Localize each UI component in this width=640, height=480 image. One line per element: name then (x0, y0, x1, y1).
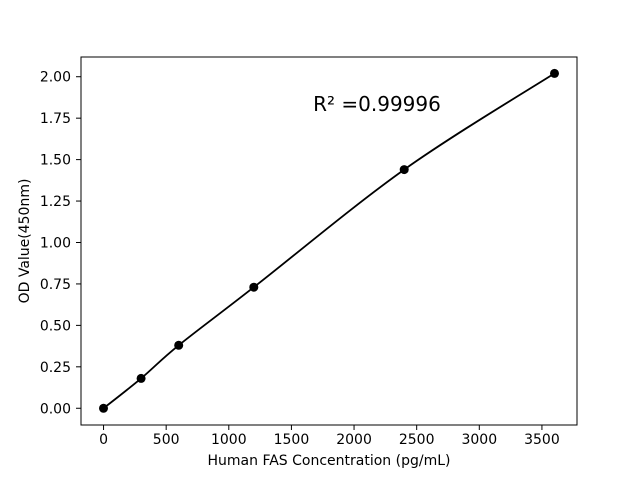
y-tick-label: 1.00 (40, 235, 71, 251)
y-tick-label: 0.50 (40, 318, 71, 334)
fit-curve (102, 72, 555, 410)
x-tick-label: 1000 (211, 432, 247, 448)
x-tick-label: 500 (153, 432, 180, 448)
data-point (249, 282, 259, 292)
x-tick-label: 2000 (336, 432, 372, 448)
x-tick-label: 3000 (461, 432, 497, 448)
x-tick-label: 3500 (524, 432, 560, 448)
data-point (99, 403, 108, 413)
data-point (136, 373, 146, 383)
x-tick-label: 0 (99, 432, 108, 448)
y-tick-label: 0.00 (40, 401, 71, 417)
y-axis-label: OD Value(450nm) (17, 179, 33, 304)
y-tick-label: 2.00 (40, 70, 71, 86)
y-tick-label: 1.75 (40, 111, 71, 127)
y-tick-label: 1.25 (40, 194, 71, 210)
plot-border (80, 56, 578, 426)
y-tick-label: 0.25 (40, 360, 71, 376)
data-point (399, 165, 409, 175)
data-point (174, 340, 184, 350)
x-tick-label: 2500 (399, 432, 435, 448)
y-tick-label: 0.75 (40, 277, 71, 293)
x-axis-label: Human FAS Concentration (pg/mL) (208, 453, 451, 469)
r-squared-annotation: R² =0.99996 (313, 92, 441, 116)
x-tick-label: 1500 (274, 432, 310, 448)
data-point (550, 68, 559, 78)
y-tick-label: 1.50 (40, 153, 71, 169)
